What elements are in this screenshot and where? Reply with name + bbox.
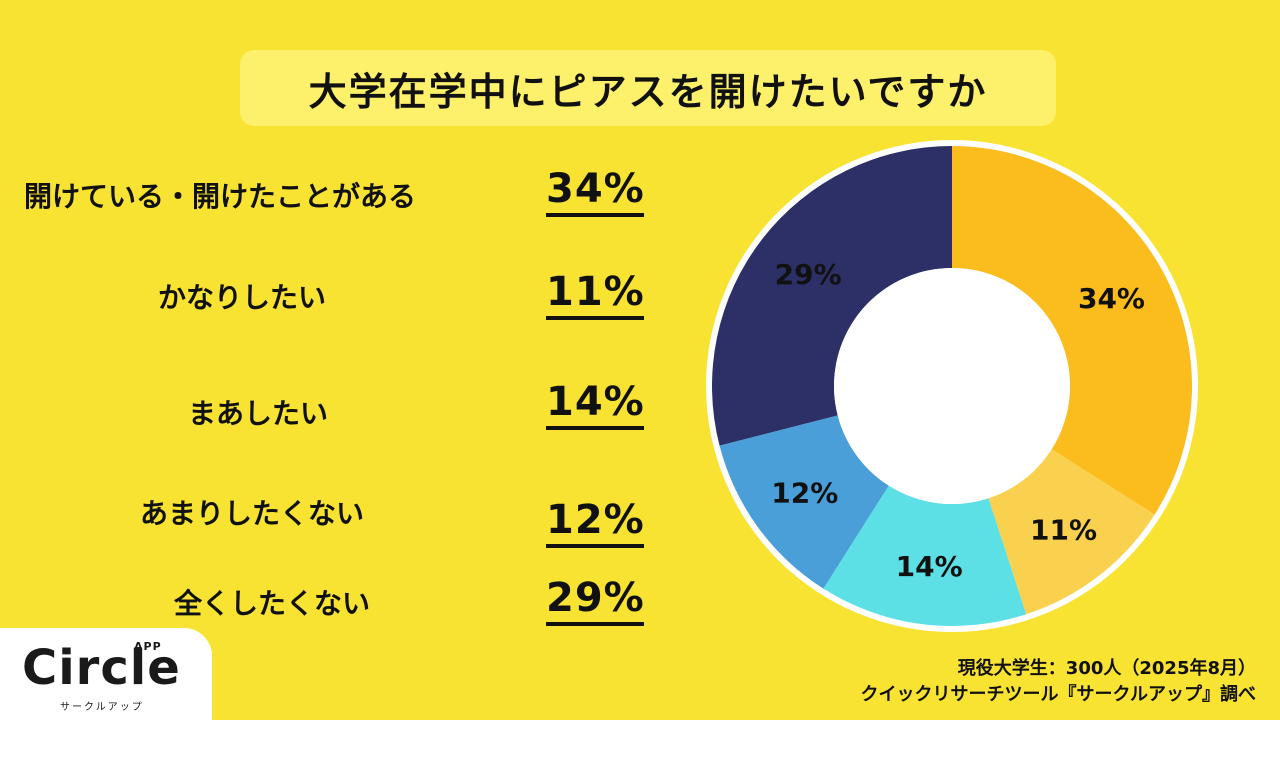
survey-source: 現役大学生：300人（2025年8月） クイックリサーチツール『サークルアップ』…	[861, 656, 1256, 708]
donut-slice-1	[952, 146, 1192, 515]
answer-value-not-at-all: 29%	[546, 576, 644, 626]
answer-label-somewhat: まあしたい	[188, 397, 329, 430]
donut-slice-5	[711, 146, 952, 446]
answer-value-somewhat: 14%	[546, 380, 644, 430]
donut-slice-label-2: 11%	[1030, 513, 1097, 546]
donut-chart: 34% 11% 14% 12% 29%	[706, 140, 1198, 632]
logo-subtitle: サークルアップ	[60, 702, 144, 713]
donut-slice-3	[823, 485, 1027, 626]
logo-app-badge: APP	[134, 640, 162, 653]
donut-hole	[834, 268, 1070, 504]
donut-slice-2	[988, 449, 1155, 615]
answer-label-very-much: かなりしたい	[158, 281, 327, 314]
source-line-2: クイックリサーチツール『サークルアップ』調べ	[860, 684, 1256, 705]
donut-slice-label-4: 12%	[771, 476, 838, 509]
answer-label-not-at-all: 全くしたくない	[174, 587, 371, 620]
donut-slice-label-3: 14%	[896, 550, 963, 583]
answer-value-very-much: 11%	[546, 270, 644, 320]
chart-title: 大学在学中にピアスを開けたいですか	[308, 69, 988, 114]
donut-slice-label-1: 34%	[1078, 282, 1145, 315]
source-line-1: 現役大学生：300人（2025年8月）	[957, 658, 1256, 679]
title-banner: 大学在学中にピアスを開けたいですか	[240, 50, 1056, 126]
answer-value-opened: 34%	[546, 167, 644, 217]
donut-slice-4	[719, 415, 889, 589]
logo-wordmark: Circle	[22, 640, 181, 696]
answer-value-not-much: 12%	[546, 498, 644, 548]
answer-label-opened: 開けている・開けたことがある	[24, 180, 417, 213]
donut-slice-label-5: 29%	[775, 258, 842, 291]
answer-label-not-much: あまりしたくない	[140, 497, 365, 530]
